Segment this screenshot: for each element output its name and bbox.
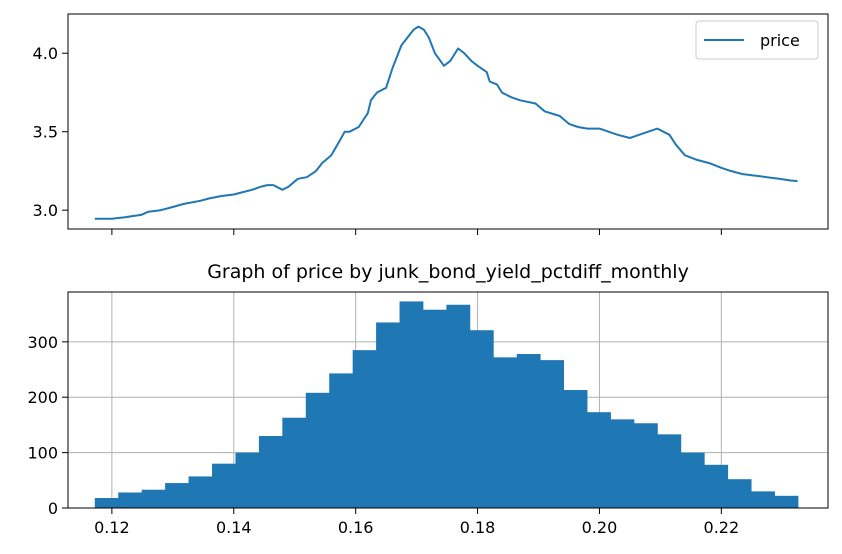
histogram-bar [258, 436, 283, 508]
line-chart-panel: 3.0 3.5 4.0 price [33, 13, 829, 235]
histogram-bars [94, 301, 799, 508]
histogram-title: Graph of price by junk_bond_yield_pctdif… [207, 261, 689, 283]
histogram-bar [610, 419, 635, 508]
histogram-x-axis: 0.12 0.14 0.16 0.18 0.20 0.22 [94, 508, 739, 537]
histogram-bar [657, 434, 682, 508]
histogram-bar [352, 350, 377, 508]
legend-price-label: price [760, 31, 800, 50]
histogram-bar [633, 423, 658, 508]
histogram-x-tick-label: 0.20 [582, 518, 618, 537]
histogram-bar [469, 330, 494, 508]
histogram-bar [774, 495, 799, 508]
histogram-bar [282, 417, 307, 508]
histogram-bar [165, 483, 189, 508]
line-y-tick-label: 4.0 [33, 44, 58, 63]
histogram-y-tick-label: 200 [27, 388, 58, 407]
histogram-bar [235, 452, 260, 508]
histogram-bar [188, 476, 213, 508]
histogram-bar [376, 322, 400, 508]
histogram-bar [141, 489, 166, 508]
histogram-bar [587, 412, 611, 508]
histogram-bar [118, 492, 143, 508]
histogram-frame [67, 291, 829, 509]
histogram-bar [446, 304, 471, 508]
histogram-x-tick-label: 0.12 [94, 518, 130, 537]
histogram-bar [704, 464, 729, 508]
histogram-bar [727, 479, 752, 508]
histogram-y-tick-label: 100 [27, 444, 58, 463]
histogram-bar [94, 498, 119, 508]
histogram-y-tick-label: 300 [27, 333, 58, 352]
histogram-bar [212, 463, 236, 508]
histogram-x-tick-label: 0.16 [338, 518, 374, 537]
legend: price [695, 20, 819, 60]
histogram-x-tick-label: 0.22 [704, 518, 740, 537]
histogram-bar [540, 360, 565, 508]
line-chart-x-axis [111, 229, 722, 235]
histogram-x-tick-label: 0.18 [460, 518, 496, 537]
legend-box [695, 20, 819, 60]
line-chart-frame [67, 13, 829, 230]
histogram-bar [305, 392, 330, 508]
histogram-y-axis: 0 100 200 300 [27, 333, 68, 518]
histogram-bar [563, 390, 588, 508]
histogram-bar [751, 491, 775, 508]
line-y-tick-label: 3.5 [33, 123, 58, 142]
histogram-bar [422, 309, 447, 508]
histogram-bar [680, 452, 705, 508]
price-series-line [94, 25, 798, 220]
histogram-bar [493, 357, 518, 508]
histogram-y-tick-label: 0 [48, 499, 58, 518]
histogram-x-tick-label: 0.14 [216, 518, 252, 537]
line-y-tick-label: 3.0 [33, 201, 58, 220]
histogram-bar [516, 354, 541, 508]
histogram-bar [329, 373, 354, 508]
line-chart-y-axis: 3.0 3.5 4.0 [33, 44, 68, 220]
histogram-panel: Graph of price by junk_bond_yield_pctdif… [27, 261, 829, 537]
histogram-bar [399, 301, 424, 508]
